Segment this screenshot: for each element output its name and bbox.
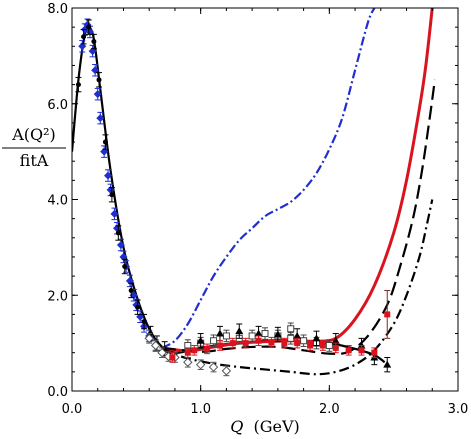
x-axis-label-var: Q [230, 417, 243, 436]
y-tick-label: 2.0 [47, 289, 68, 304]
x-tick-label: 2.0 [319, 402, 340, 417]
data-point-black-circle [141, 319, 147, 325]
data-point-open-diamond [150, 340, 161, 351]
data-point-blue-diamond [104, 171, 113, 180]
series-line-red-solid [161, 8, 434, 353]
data-point-black-circle [81, 34, 87, 40]
data-point-open-diamond [183, 357, 193, 367]
series-line-black-dashdot [161, 199, 434, 376]
y-tick-label: 0.0 [47, 385, 68, 400]
points-group [75, 18, 392, 377]
data-point-red-square [281, 340, 288, 347]
data-point-red-square [307, 342, 314, 349]
data-point-open-square [222, 332, 230, 340]
curves-group [72, 8, 436, 376]
data-point-red-square [268, 339, 275, 346]
x-axis-label-unit: (GeV) [253, 417, 299, 436]
data-point-red-square [191, 347, 198, 354]
data-point-black-circle [122, 264, 128, 270]
data-point-black-triangle [196, 336, 205, 344]
y-axis-label-denominator: fitA [20, 151, 49, 170]
x-tick-label: 1.0 [190, 402, 211, 417]
data-point-black-triangle [312, 334, 321, 342]
x-tick-label: 3.0 [448, 402, 469, 417]
data-point-black-triangle [273, 330, 282, 338]
data-point-open-square [287, 334, 295, 342]
series-line-black-solid [72, 25, 386, 364]
data-point-red-square [371, 349, 378, 356]
data-point-open-diamond [208, 362, 219, 372]
data-point-open-square [300, 337, 308, 345]
data-point-blue-diamond [116, 240, 125, 249]
data-point-red-square-errorbar [384, 311, 391, 318]
series-line-blue-dashdot [161, 8, 376, 349]
data-point-red-square [319, 342, 326, 349]
data-point-black-triangle [235, 327, 244, 335]
x-tick-label: 0.0 [62, 402, 83, 417]
data-point-black-circle [102, 139, 108, 145]
data-point-red-square [332, 344, 339, 351]
data-point-open-square [287, 325, 295, 333]
ticks-group: 0.0 1.0 2.0 3.0 0.0 2.0 4.0 6.0 8.0 [47, 2, 468, 417]
data-point-black-circle [115, 230, 121, 236]
data-point-red-square [255, 337, 262, 344]
data-point-red-square [294, 340, 301, 347]
data-point-red-square [204, 345, 211, 352]
data-point-blue-diamond [110, 209, 119, 218]
data-point-red-square [216, 342, 223, 349]
data-point-black-triangle [215, 329, 224, 337]
data-point-black-triangle [331, 336, 340, 344]
data-point-black-circle [86, 24, 92, 30]
data-point-open-diamond [221, 366, 232, 376]
data-point-open-diamond [157, 347, 167, 358]
data-point-black-triangle [254, 329, 263, 337]
data-point-black-circle [128, 287, 134, 293]
data-point-red-square [229, 340, 236, 347]
y-tick-label: 6.0 [47, 98, 68, 113]
data-point-open-diamond [195, 359, 206, 370]
data-point-open-square [248, 332, 256, 340]
data-point-black-triangle [293, 331, 302, 339]
data-point-black-circle [91, 39, 97, 45]
data-point-black-circle [75, 82, 81, 88]
series-line-black-dashed [161, 79, 436, 356]
data-point-blue-diamond [93, 90, 102, 99]
data-point-red-square [345, 347, 352, 354]
data-point-black-circle [109, 192, 115, 198]
data-point-black-circle [96, 77, 102, 83]
data-point-black-triangle [383, 360, 392, 368]
data-point-open-square [261, 330, 269, 338]
data-point-black-circle [135, 304, 141, 310]
data-point-blue-diamond [96, 114, 105, 123]
data-point-open-diamond [144, 333, 154, 344]
data-point-red-square [242, 340, 249, 347]
y-tick-label: 8.0 [47, 2, 68, 17]
y-axis-label-numerator: A(Q²) [11, 125, 56, 144]
data-point-red-square [169, 354, 176, 361]
data-point-red-square [184, 349, 191, 356]
x-axis-label: Q (GeV) [230, 417, 300, 436]
data-point-red-square [358, 347, 365, 354]
data-point-open-square [325, 342, 333, 350]
y-tick-label: 4.0 [47, 194, 68, 209]
data-point-open-square [210, 337, 218, 345]
